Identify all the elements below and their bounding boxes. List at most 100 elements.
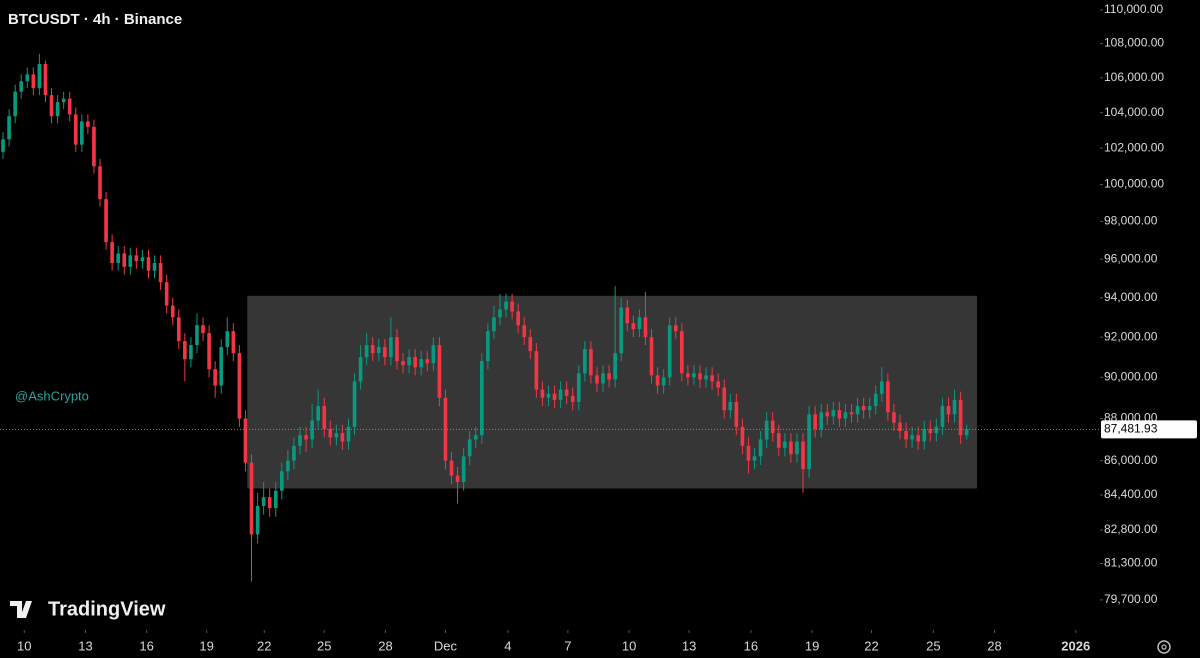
- candle-body: [734, 401, 739, 427]
- candle-body: [340, 433, 345, 442]
- candle-body: [958, 399, 963, 436]
- candle-body: [740, 426, 745, 446]
- candle-body: [583, 349, 587, 374]
- settings-hub[interactable]: [1161, 644, 1167, 650]
- candle-body: [480, 361, 484, 436]
- candle-body: [934, 426, 939, 434]
- candle-body: [770, 420, 775, 434]
- candle-body: [819, 412, 824, 429]
- candle-body: [698, 373, 702, 380]
- candle-body: [176, 317, 181, 342]
- candle-body: [655, 375, 660, 386]
- x-tick-label: 22: [864, 638, 878, 653]
- candle-body: [849, 412, 854, 415]
- candle-body: [552, 393, 557, 400]
- candle-body: [401, 361, 405, 366]
- x-tick-label: 13: [78, 638, 92, 653]
- watermark: @AshCrypto: [15, 388, 89, 403]
- y-tick-label: 110,000.00: [1104, 2, 1163, 16]
- candle-body: [364, 345, 369, 358]
- candle-body: [837, 410, 842, 419]
- candle-body: [619, 307, 624, 354]
- candle-body: [316, 406, 320, 421]
- candle-body: [280, 471, 284, 491]
- y-tick-label: 102,000.00: [1104, 140, 1164, 154]
- candle-body: [231, 331, 236, 354]
- candle-body: [764, 420, 769, 440]
- settings-icon[interactable]: [1157, 640, 1171, 654]
- range-zone: [247, 295, 977, 489]
- candle-body: [358, 357, 363, 382]
- candle-body: [19, 81, 24, 92]
- candle-body: [637, 317, 642, 330]
- candle-body: [292, 445, 296, 461]
- candle-body: [625, 307, 630, 324]
- x-tick-label: 13: [682, 638, 696, 653]
- candle-body: [589, 349, 593, 376]
- candle-body: [789, 441, 793, 455]
- candle-body: [146, 257, 151, 271]
- candle-body: [758, 439, 763, 457]
- candle-body: [928, 428, 933, 434]
- candle-body: [431, 345, 436, 364]
- x-tick-label: 7: [564, 638, 571, 653]
- candle-body: [473, 435, 478, 440]
- candle-body: [383, 347, 387, 358]
- candle-body: [595, 375, 599, 384]
- candle-body: [419, 359, 424, 368]
- candle-body: [1, 139, 5, 152]
- candle-body: [140, 257, 145, 262]
- candle-body: [946, 406, 951, 415]
- candle-body: [370, 345, 375, 354]
- candle-body: [437, 345, 442, 398]
- candle-body: [716, 381, 720, 388]
- candle-body: [661, 377, 666, 386]
- candle-body: [237, 353, 242, 419]
- candle-body: [843, 412, 848, 419]
- candle-body: [825, 412, 830, 417]
- candle-body: [601, 373, 605, 384]
- x-tick-label: 28: [987, 638, 1001, 653]
- candle-body: [570, 395, 575, 402]
- candle-body: [795, 441, 799, 455]
- candle-body: [376, 347, 381, 354]
- candle-body: [67, 98, 72, 115]
- candle-body: [122, 253, 127, 267]
- candle-body: [813, 414, 817, 429]
- candle-body: [831, 410, 836, 417]
- candle-body: [31, 74, 36, 89]
- candle-body: [298, 435, 302, 446]
- y-tick-label: 82,800.00: [1104, 522, 1158, 536]
- candle-body: [225, 331, 230, 348]
- candle-body: [170, 305, 175, 318]
- x-tick-label: 16: [744, 638, 758, 653]
- candle-body: [261, 497, 266, 506]
- candle-body: [704, 375, 708, 380]
- last-price-box: [1101, 420, 1197, 439]
- candle-body: [389, 337, 393, 358]
- settings-gear[interactable]: [1157, 640, 1171, 654]
- candle-body: [922, 428, 927, 442]
- candle-body: [952, 399, 957, 415]
- candle-body: [892, 412, 896, 423]
- candle-body: [13, 91, 17, 117]
- candle-body: [183, 341, 187, 360]
- candle-body: [776, 433, 781, 448]
- candle-body: [455, 475, 460, 483]
- candle-body: [880, 381, 884, 394]
- candle-body: [92, 126, 96, 167]
- candle-body: [352, 381, 357, 427]
- candle-body: [207, 333, 211, 370]
- candle-body: [673, 325, 678, 332]
- candle-body: [219, 347, 224, 386]
- candle-body: [61, 98, 66, 103]
- candle-body: [867, 406, 872, 411]
- y-tick-label: 90,000.00: [1104, 370, 1158, 384]
- candle-body: [201, 325, 205, 334]
- candle-body: [43, 64, 48, 96]
- candle-body: [898, 422, 902, 432]
- candle-body: [904, 431, 908, 440]
- y-tick-label: 79,700.00: [1104, 592, 1158, 606]
- candle-body: [528, 337, 533, 352]
